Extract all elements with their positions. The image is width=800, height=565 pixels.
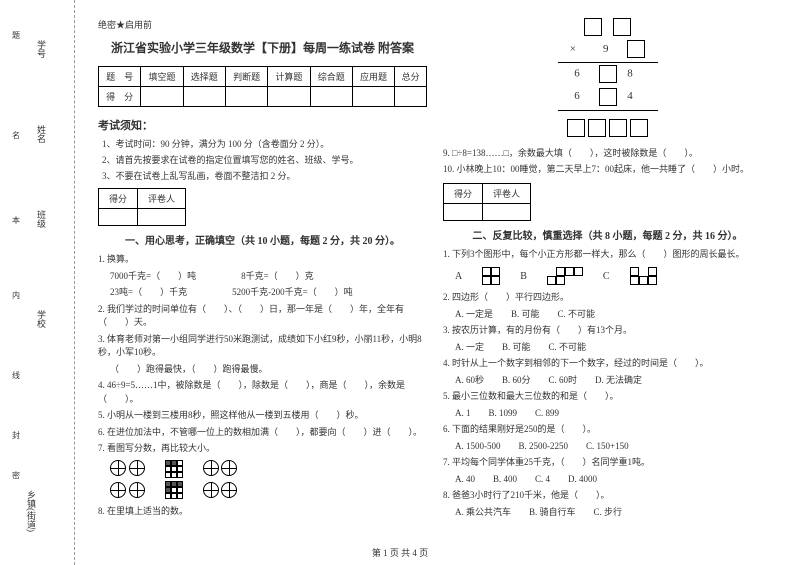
q3b: （ ）跑得最快，（ ）跑得最慢。 <box>98 363 427 377</box>
circle-icon <box>129 482 145 498</box>
s2q1: 1. 下列3个图形中，每个小正方形都一样大，那么（ ）图形的周长最长。 <box>443 248 772 262</box>
side-mark: 题 <box>12 30 20 41</box>
circle-icon <box>129 460 145 476</box>
blank-box[interactable] <box>613 18 631 36</box>
blank-box[interactable] <box>599 88 617 106</box>
blank-box[interactable] <box>599 65 617 83</box>
q2: 2. 我们学过的时间单位有（ ）、（ ）日，那一年是（ ）年，全年有（ ）天。 <box>98 303 427 330</box>
side-mark: 封 <box>12 430 20 441</box>
circle-icon <box>221 460 237 476</box>
notice-item: 1、考试时间：90 分钟，满分为 100 分（含卷面分 2 分）。 <box>98 137 427 150</box>
score-table: 题 号 填空题 选择题 判断题 计算题 综合题 应用题 总分 得 分 <box>98 66 427 107</box>
fraction-shapes <box>110 460 427 501</box>
page-footer: 第 1 页 共 4 页 <box>372 546 428 559</box>
q7: 7. 看图写分数，再比较大小。 <box>98 442 427 456</box>
s2q4: 4. 时针从上一个数字到相邻的下一个数字，经过的时间是（ ）。 <box>443 357 772 371</box>
shape-c <box>630 267 657 285</box>
circle-icon <box>110 482 126 498</box>
blank-box[interactable] <box>584 18 602 36</box>
side-mark: 内 <box>12 290 20 301</box>
binding-margin: 学号 姓名 班级 学校 乡镇(街道) 题 名 本 内 线 封 密 <box>0 0 75 565</box>
q8: 8. 在里填上适当的数。 <box>98 505 427 519</box>
right-column: × 9 6 8 6 4 9. □÷8=138……□，余数最大填（ ），这时被除数… <box>435 18 780 555</box>
td: 得 分 <box>99 87 141 107</box>
shape-a <box>482 267 500 285</box>
blank-box[interactable] <box>609 119 627 137</box>
th: 计算题 <box>268 67 310 87</box>
s2q8o: A. 乘公共汽车 B. 骑自行车 C. 步行 <box>443 506 772 520</box>
th: 总分 <box>395 67 427 87</box>
notice-item: 3、不要在试卷上乱写乱画，卷面不整洁扣 2 分。 <box>98 169 427 182</box>
th: 填空题 <box>141 67 183 87</box>
label-c: C <box>603 271 610 282</box>
grid-icon <box>165 460 183 478</box>
side-mark: 名 <box>12 130 20 141</box>
th: 选择题 <box>183 67 225 87</box>
s2q8: 8. 爸爸3小时行了210千米，他是（ ）。 <box>443 489 772 503</box>
blank-box[interactable] <box>627 40 645 58</box>
q9: 9. □÷8=138……□，余数最大填（ ），这时被除数是（ ）。 <box>443 147 772 161</box>
label-a: A <box>455 271 462 282</box>
s2q5o: A. 1 B. 1099 C. 899 <box>443 407 772 421</box>
binding-label-class: 班级 <box>35 210 48 228</box>
side-mark: 线 <box>12 370 20 381</box>
grade-box-2: 得分评卷人 <box>443 183 531 221</box>
perimeter-shapes: A B C <box>455 267 772 285</box>
binding-label-town: 乡镇(街道) <box>25 490 38 532</box>
blank-box[interactable] <box>567 119 585 137</box>
s2q3o: A. 一定 B. 可能 C. 不可能 <box>443 341 772 355</box>
s2q5: 5. 最小三位数和最大三位数的和是（ ）。 <box>443 390 772 404</box>
s2q7: 7. 平均每个同学体重25千克，（ ）名同学重1吨。 <box>443 456 772 470</box>
confidential-tag: 绝密★启用前 <box>98 18 427 31</box>
grade-box: 得分评卷人 <box>98 188 186 226</box>
grid-icon <box>165 481 183 499</box>
circle-icon <box>110 460 126 476</box>
q6: 6. 在进位加法中，不管哪一位上的数相加满（ ），都要向（ ）进（ ）。 <box>98 426 427 440</box>
q1-line: 7000千克=（ ）吨 8千克=（ ）克 <box>98 270 427 284</box>
notice-item: 2、请首先按要求在试卷的指定位置填写您的姓名、班级、学号。 <box>98 153 427 166</box>
q4: 4. 46÷9=5……1中，被除数是（ ），除数是（ ），商是（ ），余数是（ … <box>98 379 427 406</box>
section1-title: 一、用心思考，正确填空（共 10 小题，每题 2 分，共 20 分）。 <box>98 232 427 247</box>
th: 题 号 <box>99 67 141 87</box>
blank-box[interactable] <box>588 119 606 137</box>
grade-score: 得分 <box>99 189 138 209</box>
binding-label-id: 学号 <box>35 40 48 58</box>
q10: 10. 小林晚上10：00睡觉，第二天早上7：00起床，他一共睡了（ ）小时。 <box>443 163 772 177</box>
s2q7o: A. 40 B. 400 C. 4 D. 4000 <box>443 473 772 487</box>
th: 综合题 <box>310 67 352 87</box>
s2q2o: A. 一定是 B. 可能 C. 不可能 <box>443 308 772 322</box>
circle-icon <box>203 482 219 498</box>
exam-title: 浙江省实验小学三年级数学【下册】每周一练试卷 附答案 <box>98 39 427 56</box>
th: 判断题 <box>225 67 267 87</box>
s2q3: 3. 按农历计算，有的月份有（ ）有13个月。 <box>443 324 772 338</box>
binding-label-school: 学校 <box>35 310 48 328</box>
circle-icon <box>221 482 237 498</box>
side-mark: 本 <box>12 215 20 226</box>
label-b: B <box>520 271 527 282</box>
s2q6: 6. 下面的结果刚好是250的是（ ）。 <box>443 423 772 437</box>
notice-title: 考试须知： <box>98 117 427 133</box>
blank-box[interactable] <box>630 119 648 137</box>
s2q6o: A. 1500-500 B. 2500-2250 C. 150+150 <box>443 440 772 454</box>
content-area: 绝密★启用前 浙江省实验小学三年级数学【下册】每周一练试卷 附答案 题 号 填空… <box>75 0 800 565</box>
s2q2: 2. 四边形（ ）平行四边形。 <box>443 291 772 305</box>
shape-b <box>547 267 583 285</box>
s2q4o: A. 60秒 B. 60分 C. 60时 D. 无法确定 <box>443 374 772 388</box>
side-mark: 密 <box>12 470 20 481</box>
q1-line: 23吨=（ ）千克 5200千克-200千克=（ ）吨 <box>98 286 427 300</box>
q1: 1. 换算。 <box>98 253 427 267</box>
q5: 5. 小明从一楼到三楼用8秒，照这样他从一楼到五楼用（ ）秒。 <box>98 409 427 423</box>
grade-marker: 评卷人 <box>138 189 186 209</box>
q3: 3. 体育老师对第一小组同学进行50米跑测试，成绩如下小红9秒，小丽11秒，小明… <box>98 333 427 360</box>
th: 应用题 <box>352 67 394 87</box>
multiplication-problem: × 9 6 8 6 4 <box>443 18 772 137</box>
circle-icon <box>203 460 219 476</box>
section2-title: 二、反复比较，慎重选择（共 8 小题，每题 2 分，共 16 分）。 <box>443 227 772 242</box>
left-column: 绝密★启用前 浙江省实验小学三年级数学【下册】每周一练试卷 附答案 题 号 填空… <box>90 18 435 555</box>
binding-label-name: 姓名 <box>35 125 48 143</box>
